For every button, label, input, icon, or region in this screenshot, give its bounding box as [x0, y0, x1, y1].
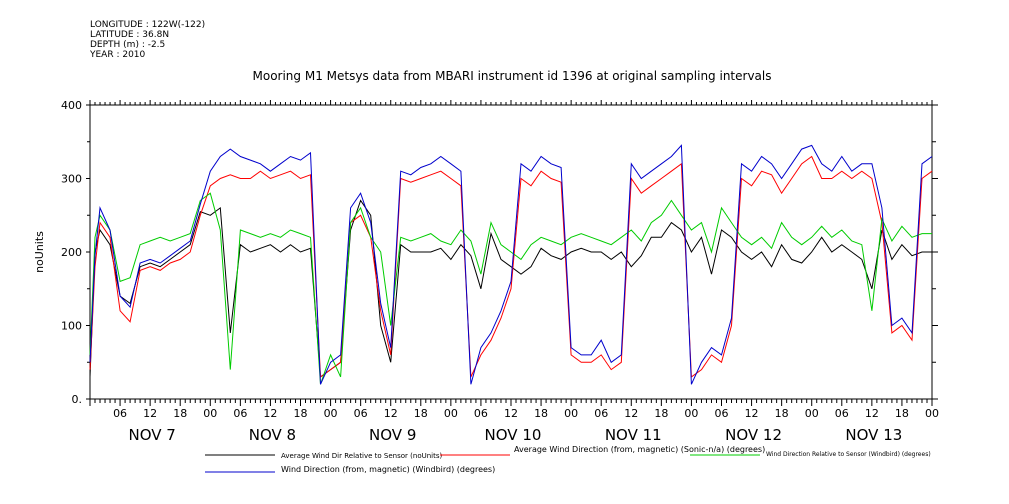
x-tick-label: 18: [294, 407, 308, 420]
x-tick-label: 00: [925, 407, 939, 420]
x-tick-label: 00: [203, 407, 217, 420]
x-tick-label: 12: [504, 407, 518, 420]
x-axis: 06 12 18 00 06 12 18 00 06 12 18 00 06 12 18 00 06 12 18 00…: [89, 100, 939, 444]
x-tick-label: 06: [113, 407, 127, 420]
x-tick-label: 00: [805, 407, 819, 420]
legend-label-3: Wind Direction Relative to Sensor (Windb…: [766, 451, 931, 458]
legend: Average Wind Dir Relative to Sensor (noU…: [205, 445, 931, 474]
x-tick-label: 12: [263, 407, 277, 420]
x-tick-label: 18: [654, 407, 668, 420]
x-tick-label: 00: [444, 407, 458, 420]
depth-text: DEPTH (m) : -2.5: [90, 40, 166, 50]
x-tick-label: 12: [745, 407, 759, 420]
x-tick-label: 12: [624, 407, 638, 420]
x-tick-label: 18: [895, 407, 909, 420]
series-line-3: [89, 192, 932, 385]
year-text: YEAR : 2010: [90, 50, 146, 60]
x-day-label: NOV 12: [725, 426, 782, 444]
y-axis-label: noUnits: [33, 231, 46, 273]
metadata-block: LONGITUDE : 122W(-122) LATITUDE : 36.8N …: [90, 20, 205, 60]
x-tick-label: 18: [775, 407, 789, 420]
y-tick-label: 100: [61, 320, 82, 333]
y-tick-label: 300: [61, 173, 82, 186]
x-tick-label: 18: [173, 407, 187, 420]
x-tick-label: 06: [354, 407, 368, 420]
x-tick-label: 12: [384, 407, 398, 420]
x-day-label: NOV 10: [485, 426, 542, 444]
longitude-text: LONGITUDE : 122W(-122): [90, 20, 206, 30]
x-tick-label: 00: [684, 407, 698, 420]
x-tick-label: 12: [865, 407, 879, 420]
x-day-label: NOV 8: [249, 426, 296, 444]
legend-label-4: Wind Direction (from, magnetic) (Windbir…: [281, 465, 495, 474]
x-tick-label: 18: [534, 407, 548, 420]
series-lines: [89, 144, 933, 385]
series-line-4: [89, 144, 933, 385]
legend-label-1: Average Wind Dir Relative to Sensor (noU…: [281, 452, 442, 460]
series-line-2: [89, 155, 933, 378]
legend-label-2: Average Wind Direction (from, magnetic) …: [514, 445, 765, 454]
y-tick-label: 0.: [72, 393, 83, 406]
x-tick-label: 06: [715, 407, 729, 420]
series-line-1: [89, 199, 932, 378]
x-tick-label: 06: [594, 407, 608, 420]
y-tick-label: 200: [61, 246, 82, 259]
x-day-label: NOV 9: [369, 426, 416, 444]
latitude-text: LATITUDE : 36.8N: [90, 30, 170, 40]
x-tick-label: 06: [835, 407, 849, 420]
x-tick-label: 06: [233, 407, 247, 420]
x-tick-label: 12: [143, 407, 157, 420]
x-day-label: NOV 7: [128, 426, 175, 444]
x-day-label: NOV 13: [845, 426, 902, 444]
y-tick-label: 400: [61, 99, 82, 112]
x-tick-label: 00: [324, 407, 338, 420]
x-tick-label: 06: [474, 407, 488, 420]
y-axis: 0. 100 200 300 400: [61, 99, 938, 406]
chart-title: Mooring M1 Metsys data from MBARI instru…: [253, 69, 772, 83]
x-day-label: NOV 11: [605, 426, 662, 444]
x-tick-label: 18: [414, 407, 428, 420]
x-tick-label: 00: [564, 407, 578, 420]
